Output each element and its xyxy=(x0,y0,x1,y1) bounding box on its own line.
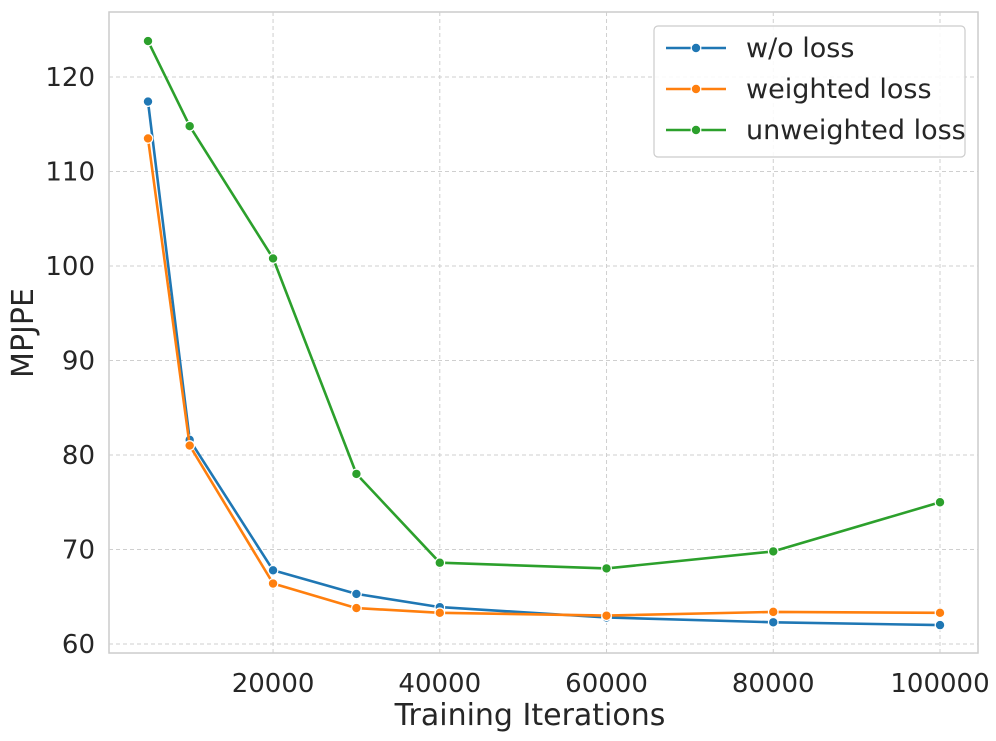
data-point xyxy=(351,468,362,480)
data-point xyxy=(267,578,279,589)
legend-item: w/o loss xyxy=(666,33,854,64)
y-tick-label: 60 xyxy=(62,630,95,660)
series-layer xyxy=(142,35,946,631)
data-point xyxy=(142,133,154,144)
series-weighted-loss xyxy=(142,133,946,622)
legend-box xyxy=(653,25,966,158)
data-point xyxy=(434,557,446,569)
x-tick-labels: 20000 40000 60000 80000 100000 xyxy=(232,669,990,699)
data-point xyxy=(601,563,612,574)
x-tick-label: 60000 xyxy=(565,669,648,699)
y-tick-label: 90 xyxy=(62,347,95,377)
grid xyxy=(109,12,978,653)
legend-marker xyxy=(690,83,702,95)
x-tick-label: 40000 xyxy=(398,669,481,699)
series-unweighted-loss xyxy=(142,35,946,574)
legend-item: unweighted loss xyxy=(666,115,966,146)
legend-label: w/o loss xyxy=(746,33,854,64)
y-tick-label: 120 xyxy=(45,63,95,93)
data-point xyxy=(934,619,946,631)
data-point xyxy=(934,496,946,508)
legend-marker xyxy=(690,124,702,136)
data-point xyxy=(434,607,446,619)
legend-label: unweighted loss xyxy=(746,115,966,146)
data-point xyxy=(934,607,946,619)
data-point xyxy=(184,120,196,132)
data-point xyxy=(142,35,154,47)
data-point xyxy=(601,610,612,622)
x-tick-label: 100000 xyxy=(890,669,989,699)
legend-item: weighted loss xyxy=(666,74,932,105)
series-line xyxy=(146,40,941,570)
legend-label: weighted loss xyxy=(746,74,932,105)
series-line xyxy=(146,101,941,627)
data-point xyxy=(767,545,779,557)
data-point xyxy=(267,564,279,576)
y-tick-label: 80 xyxy=(62,441,95,471)
data-point xyxy=(767,606,779,618)
legend: w/o loss weighted loss unweighted loss xyxy=(653,25,966,158)
x-axis-title: Training Iterations xyxy=(394,698,666,733)
legend-marker xyxy=(690,42,702,54)
x-tick-label: 20000 xyxy=(232,669,315,699)
y-tick-label: 110 xyxy=(45,158,95,188)
x-tick-label: 80000 xyxy=(732,669,815,699)
y-tick-label: 70 xyxy=(62,536,95,566)
data-point xyxy=(351,602,362,614)
y-tick-label: 100 xyxy=(45,252,95,282)
data-point xyxy=(142,96,154,107)
y-tick-labels: 60 70 80 90 100 110 120 xyxy=(45,63,95,660)
data-point xyxy=(351,588,362,600)
data-point xyxy=(267,253,279,264)
y-axis-title: MPJPE xyxy=(6,288,41,378)
data-point xyxy=(767,616,779,628)
data-point xyxy=(184,440,196,451)
series-line xyxy=(146,138,941,617)
